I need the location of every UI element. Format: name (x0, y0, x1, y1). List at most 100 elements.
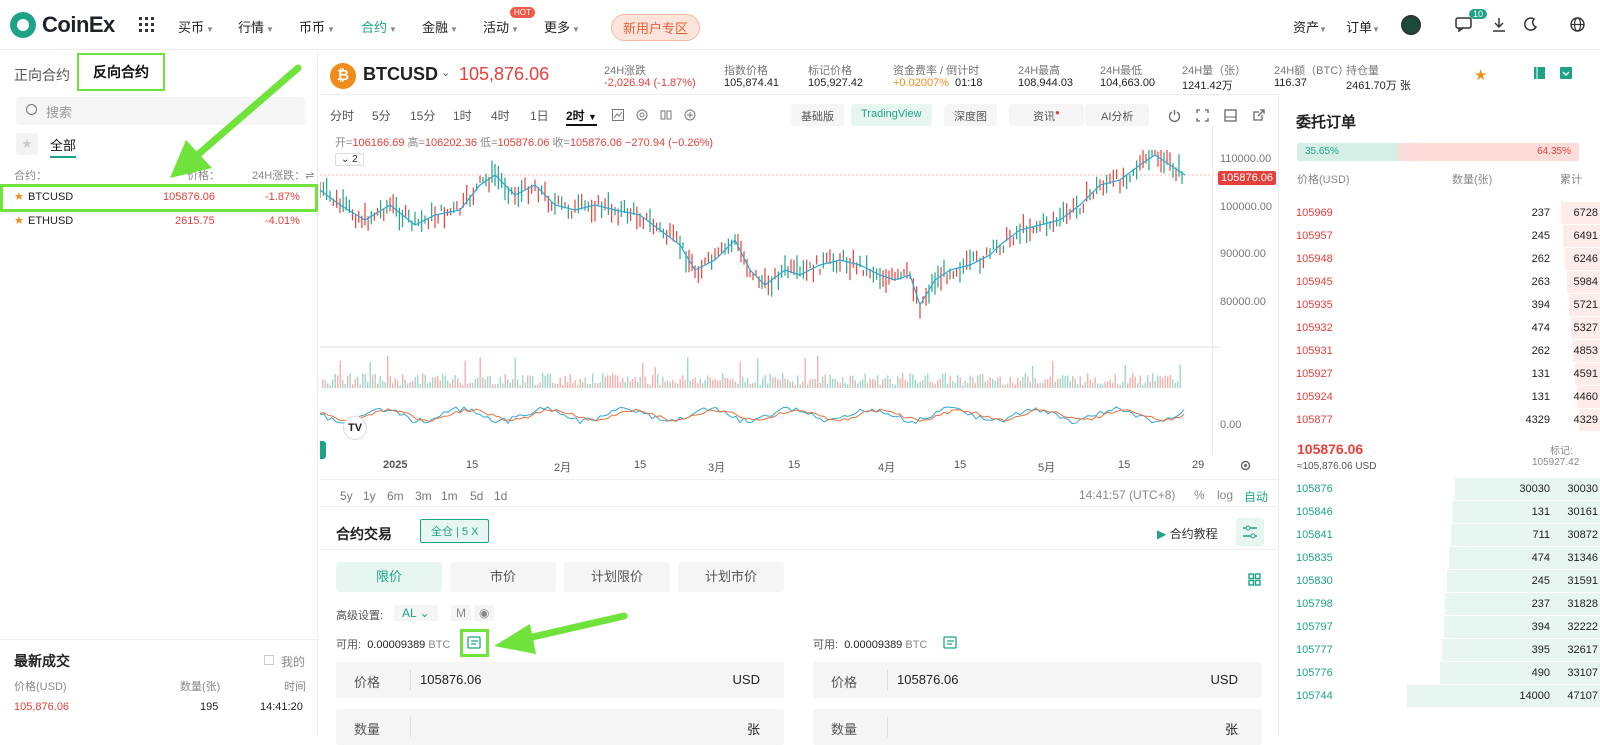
advanced-al-select[interactable]: AL ⌄ (394, 605, 438, 621)
chart-type-icon[interactable] (612, 109, 624, 121)
settings-gear-icon[interactable] (1239, 459, 1252, 472)
contract-symbol[interactable]: BTCUSD (363, 64, 438, 84)
bid-row[interactable]: 105798 237 31828 (1278, 593, 1600, 616)
message-icon[interactable] (1455, 17, 1472, 32)
bid-row[interactable]: 105744 14000 47107 (1278, 685, 1600, 708)
bid-row[interactable]: 105776 490 33107 (1278, 662, 1600, 685)
tradingview-logo[interactable]: TV (343, 416, 367, 440)
tab-usdt-futures[interactable]: 正向合约 (14, 67, 70, 83)
interval-4h[interactable]: 4时 (491, 109, 510, 123)
ask-row[interactable]: 105877 4329 4329 (1278, 409, 1600, 432)
nav-futures[interactable]: 合约 ▼ (361, 20, 397, 35)
interval-15m[interactable]: 15分 (410, 109, 436, 123)
save-icon[interactable] (1559, 66, 1573, 80)
range-5y[interactable]: 5y (340, 489, 353, 503)
interval-line[interactable]: 分时 (330, 109, 355, 123)
avatar[interactable] (1401, 15, 1421, 35)
eye-icon[interactable]: ◉ (474, 605, 495, 621)
order-tab-limit[interactable]: 限价 (336, 562, 442, 592)
layout-grid-icon[interactable] (1248, 573, 1261, 586)
ask-row[interactable]: 105948 262 6246 (1278, 248, 1600, 271)
dark-mode-icon[interactable] (1524, 17, 1538, 31)
transfer-button[interactable] (460, 629, 489, 657)
bid-row[interactable]: 105876 30030 30030 (1278, 478, 1600, 501)
bid-row[interactable]: 105777 395 32617 (1278, 639, 1600, 662)
power-icon[interactable] (1168, 109, 1181, 122)
compare-icon[interactable] (660, 109, 672, 121)
coinex-logo[interactable]: CoinEx (10, 12, 115, 38)
settings-sliders-icon[interactable] (1236, 518, 1264, 546)
percent-toggle[interactable]: % (1194, 488, 1205, 502)
log-toggle[interactable]: log (1217, 488, 1234, 502)
nav-spot[interactable]: 币币 ▼ (299, 20, 335, 35)
ask-row[interactable]: 105927 131 4591 (1278, 363, 1600, 386)
chevron-down-icon[interactable]: ⌄ (441, 67, 451, 79)
view-depth[interactable]: 深度图 (944, 104, 997, 126)
order-tab-trigger-market[interactable]: 计划市价 (678, 562, 784, 592)
price-input-2[interactable]: 价格 105876.06 USD (813, 662, 1262, 698)
collapse-handle[interactable] (320, 441, 326, 459)
ask-row[interactable]: 105957 245 6491 (1278, 225, 1600, 248)
view-tradingview[interactable]: TradingView (851, 104, 932, 126)
range-5d[interactable]: 5d (470, 489, 484, 503)
new-user-zone-button[interactable]: 新用户专区 (611, 14, 701, 41)
share-icon[interactable] (1252, 109, 1265, 122)
nav-buy-crypto[interactable]: 买币 ▼ (178, 20, 214, 35)
my-trades-checkbox[interactable] (264, 655, 274, 665)
book-icon[interactable] (1533, 66, 1546, 80)
futures-tutorial-link[interactable]: ▶ 合约教程 (1157, 527, 1218, 541)
quantity-input-2[interactable]: 数量张 (813, 709, 1262, 745)
indicator-toggle[interactable]: ⌄ 2 (335, 153, 364, 166)
ask-row[interactable]: 105924 131 4460 (1278, 386, 1600, 409)
range-6m[interactable]: 6m (387, 489, 404, 503)
auto-scale-toggle[interactable]: 自动 (1244, 490, 1269, 504)
bid-row[interactable]: 105797 394 32222 (1278, 616, 1600, 639)
nav-markets[interactable]: 行情 ▼ (238, 20, 274, 35)
download-icon[interactable] (1492, 17, 1506, 32)
bid-row[interactable]: 105835 474 31346 (1278, 547, 1600, 570)
bid-row[interactable]: 105830 245 31591 (1278, 570, 1600, 593)
col-change[interactable]: 24H涨跌：⇌ (252, 170, 315, 182)
fullscreen-icon[interactable] (1196, 109, 1209, 122)
interval-1d[interactable]: 1日 (530, 109, 549, 123)
bid-row[interactable]: 105841 711 30872 (1278, 524, 1600, 547)
advanced-m-button[interactable]: M (451, 605, 471, 621)
bid-row[interactable]: 105846 131 30161 (1278, 501, 1600, 524)
ask-row[interactable]: 105935 394 5721 (1278, 294, 1600, 317)
assets-menu[interactable]: 资产▼ (1293, 20, 1327, 35)
globe-icon[interactable] (1570, 17, 1585, 32)
layout-icon[interactable] (1224, 109, 1237, 122)
view-ai-analysis[interactable]: AI分析 (1085, 104, 1150, 126)
price-chart[interactable] (320, 150, 1220, 455)
range-1d[interactable]: 1d (494, 489, 508, 503)
interval-5m[interactable]: 5分 (372, 109, 391, 123)
quantity-input[interactable]: 数量张 (336, 709, 784, 745)
market-row-btcusd[interactable] (0, 184, 318, 212)
apps-grid-icon[interactable] (139, 17, 154, 32)
order-tab-market[interactable]: 市价 (450, 562, 556, 592)
nav-finance[interactable]: 金融 ▼ (422, 20, 458, 35)
range-1m[interactable]: 1m (441, 489, 458, 503)
ask-row[interactable]: 105969 237 6728 (1278, 202, 1600, 225)
margin-mode-button[interactable]: 全仓 | 5 X (420, 519, 490, 543)
ask-row[interactable]: 105932 474 5327 (1278, 317, 1600, 340)
ask-row[interactable]: 105945 263 5984 (1278, 271, 1600, 294)
star-icon[interactable]: ★ (14, 191, 24, 203)
favorites-star-icon[interactable]: ★ (16, 133, 38, 155)
price-input[interactable]: 价格 105876.06 USD (336, 662, 784, 698)
range-3m[interactable]: 3m (415, 489, 432, 503)
interval-1h[interactable]: 1时 (453, 109, 472, 123)
col-contract[interactable]: 合约： (14, 170, 47, 182)
market-row-ethusd[interactable]: ETHUSD (28, 215, 74, 227)
add-icon[interactable] (684, 109, 696, 121)
transfer-icon[interactable] (943, 636, 957, 649)
orders-menu[interactable]: 订单▼ (1346, 20, 1380, 35)
tab-inverse-futures[interactable]: 反向合约 (77, 53, 165, 91)
order-tab-trigger-limit[interactable]: 计划限价 (564, 562, 670, 592)
interval-2h[interactable]: 2时 ▼ (566, 107, 597, 126)
ask-row[interactable]: 105931 262 4853 (1278, 340, 1600, 363)
range-1y[interactable]: 1y (363, 489, 376, 503)
col-price[interactable]: 价格： (187, 170, 220, 182)
view-news[interactable]: 资讯● (1009, 104, 1084, 126)
view-basic[interactable]: 基础版 (791, 104, 844, 126)
